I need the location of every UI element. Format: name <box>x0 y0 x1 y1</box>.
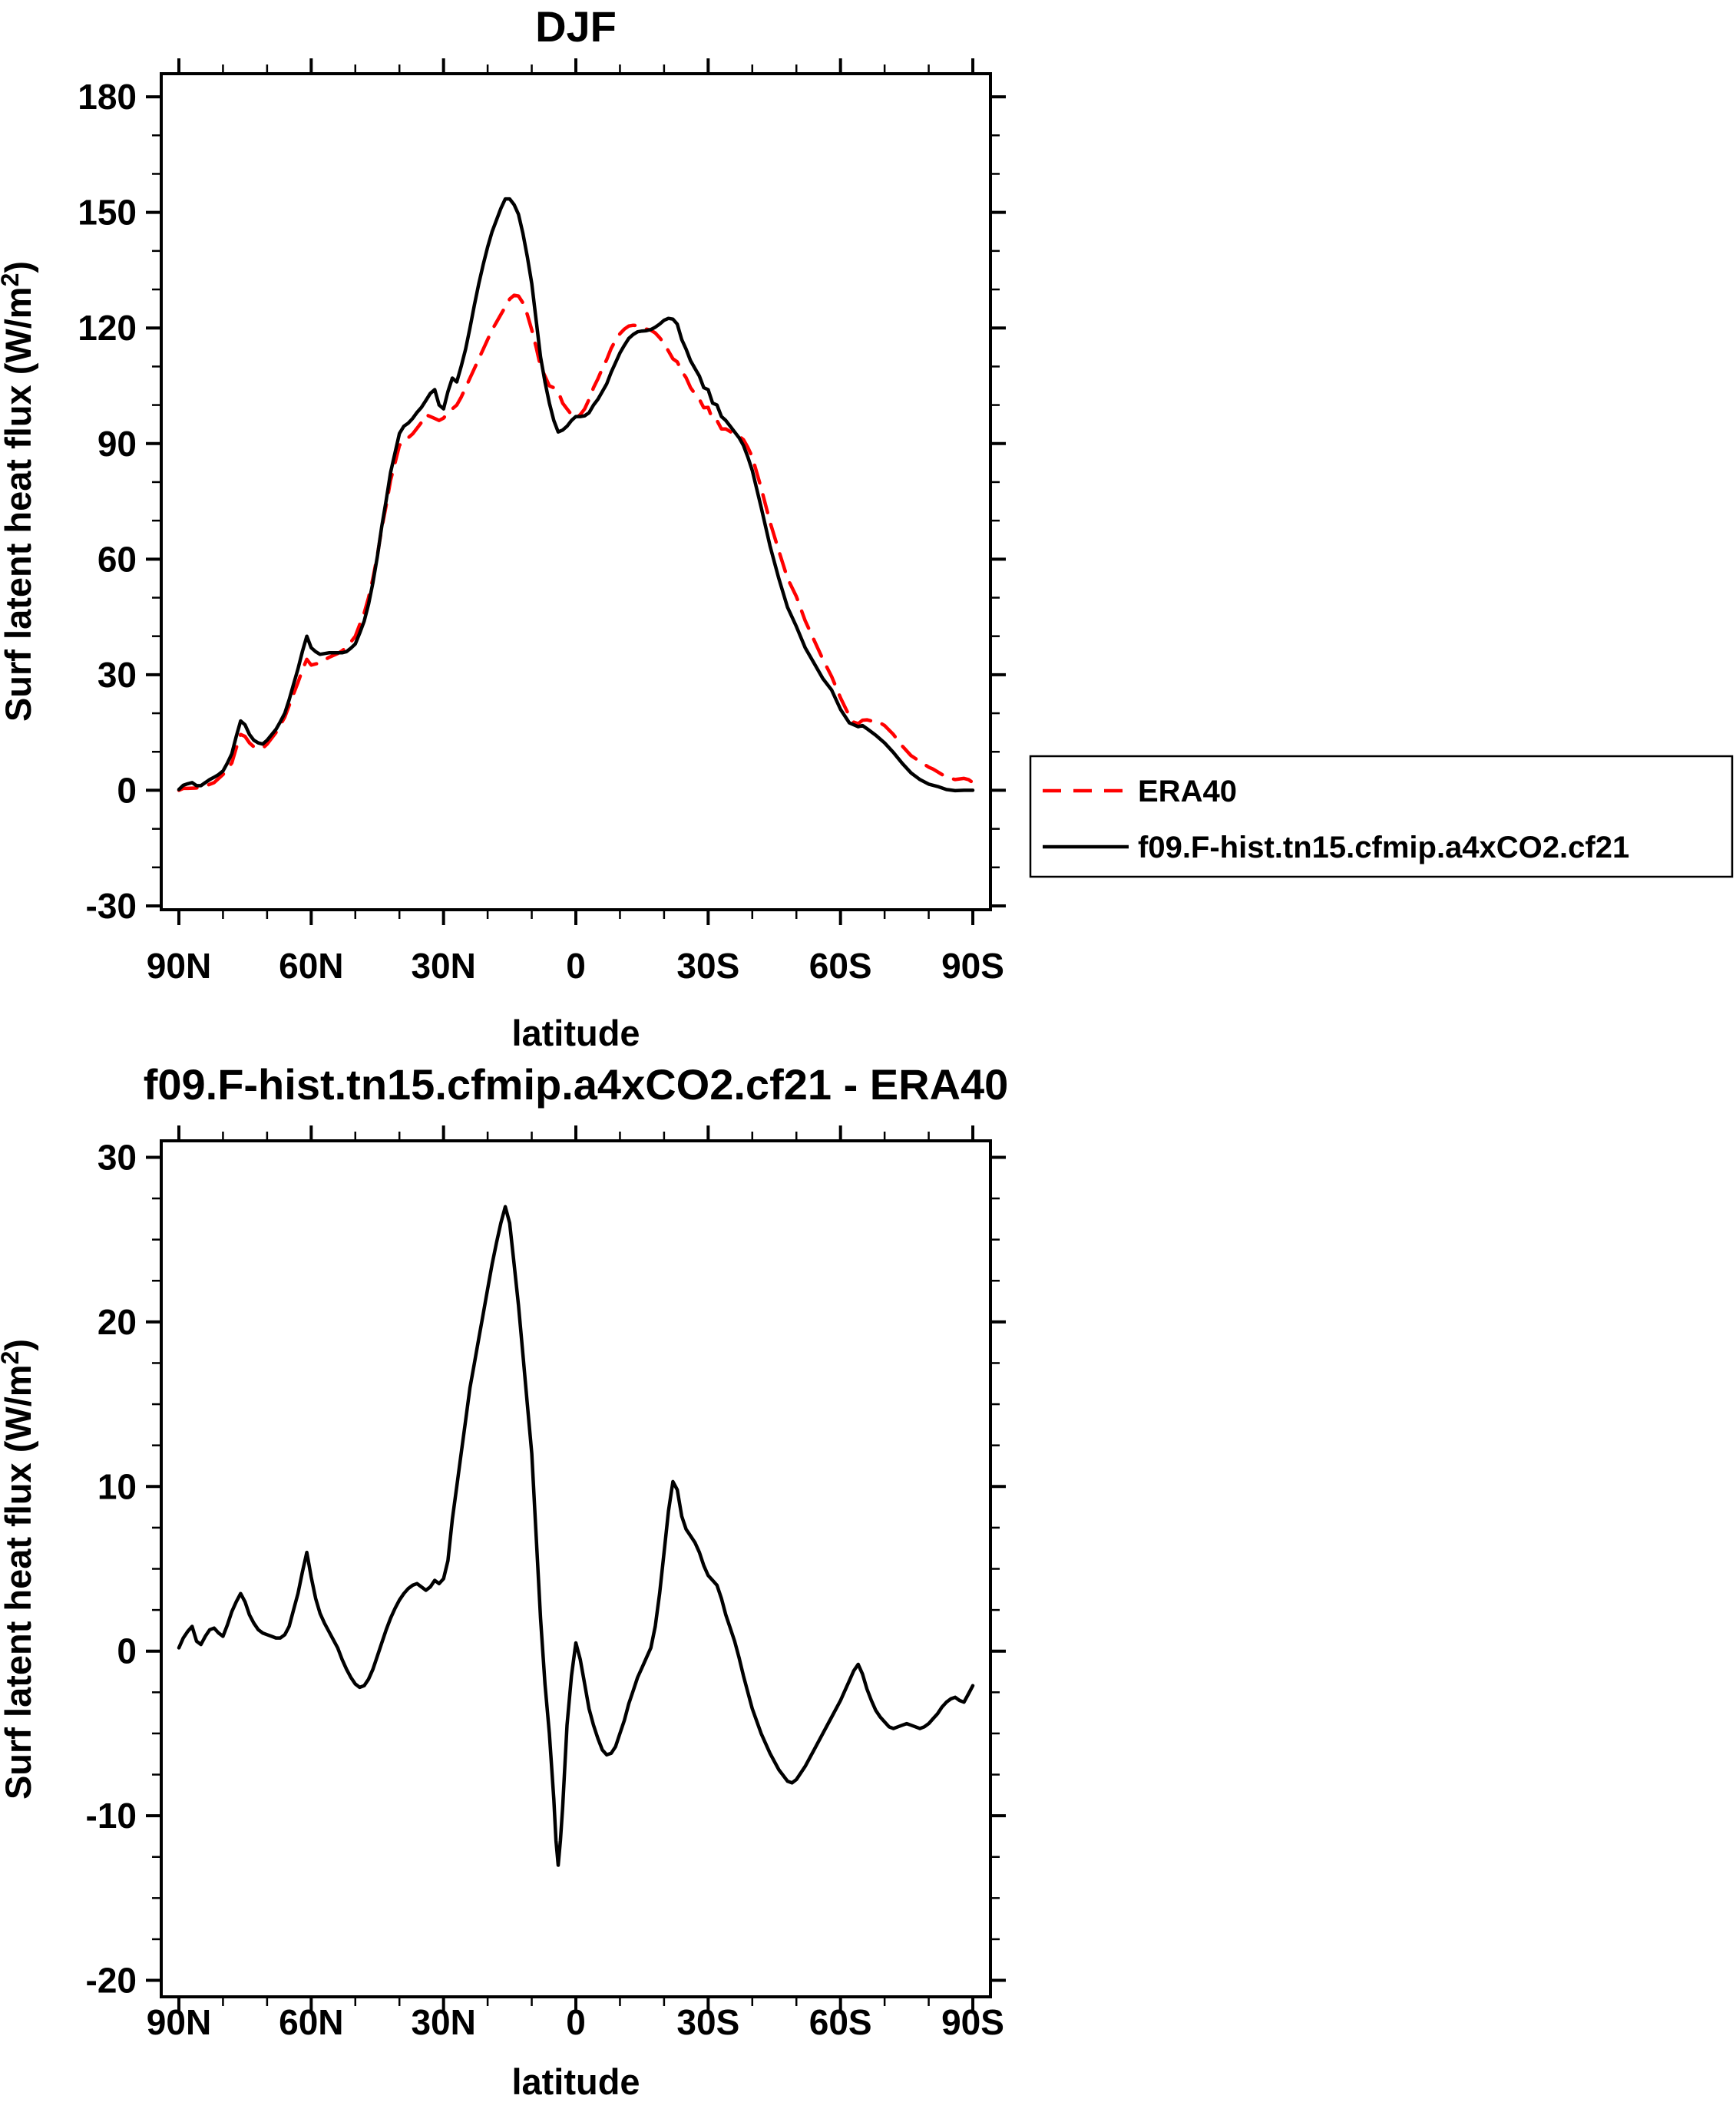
x-tick-label: 60N <box>279 2002 343 2042</box>
x-tick-label: 90N <box>147 2002 211 2042</box>
bottom-chart-ylabel: Surf latent heat flux (W/m2) <box>0 1339 38 1800</box>
y-tick-label: -30 <box>86 886 137 926</box>
y-tick-label: 0 <box>117 770 137 810</box>
x-tick-label: 60S <box>809 2002 872 2042</box>
plot-frame <box>160 1139 992 1998</box>
ylabel-text: Surf latent heat flux (W/m <box>0 1364 38 1800</box>
y-tick-label: 120 <box>78 308 137 348</box>
x-tick-label: 0 <box>566 2002 586 2042</box>
y-tick-label: -10 <box>86 1796 137 1836</box>
ylabel-text: Surf latent heat flux (W/m <box>0 286 38 722</box>
bottom-chart-title: f09.F-hist.tn15.cfmip.a4xCO2.cf21 - ERA4… <box>144 1060 1009 1109</box>
y-tick-label: 0 <box>117 1631 137 1671</box>
bottom-chart-xlabel: latitude <box>511 2061 640 2102</box>
x-tick-label: 90S <box>941 946 1004 986</box>
x-tick-label: 60N <box>279 946 343 986</box>
bottom-chart-plot-area: 90N 60N 30N 0 30S 60S 90S -20 -10 0 10 20 30 <box>86 1125 1006 2042</box>
ylabel-superscript: 2 <box>0 273 24 287</box>
x-tick-label: 90N <box>147 946 211 986</box>
y-tick-label: 150 <box>78 193 137 233</box>
top-chart-ylabel: Surf latent heat flux (W/m2) <box>0 261 38 722</box>
x-tick-label: 30S <box>676 2002 739 2042</box>
x-tick-label: 30S <box>676 946 739 986</box>
y-tick-label: 90 <box>98 424 137 464</box>
top-chart-xlabel: latitude <box>511 1013 640 1053</box>
top-chart-plot-area: 90N 60N 30N 0 30S 60S 90S -30 0 30 60 90 120 150 180 <box>78 58 1006 986</box>
legend-label-era40: ERA40 <box>1138 775 1237 808</box>
x-tick-label: 30N <box>411 2002 475 2042</box>
y-tick-label: 20 <box>98 1302 137 1342</box>
plot-frame <box>160 72 992 911</box>
legend-box <box>1029 755 1734 878</box>
series-line-model <box>177 1205 975 1867</box>
legend-label-model: f09.F-hist.tn15.cfmip.a4xCO2.cf21 <box>1138 831 1629 864</box>
x-tick-label: 60S <box>809 946 872 986</box>
y-tick-label: 60 <box>98 539 137 579</box>
y-tick-label: 30 <box>98 1137 137 1177</box>
top-chart-title: DJF <box>535 2 617 51</box>
y-tick-label: 30 <box>98 655 137 695</box>
legend: ERA40 f09.F-hist.tn15.cfmip.a4xCO2.cf21 <box>1029 755 1734 878</box>
series-line-era40 <box>177 293 975 792</box>
x-tick-label: 30N <box>411 946 475 986</box>
y-tick-label: 180 <box>78 77 137 117</box>
ylabel-close-paren: ) <box>0 261 38 273</box>
y-tick-label: 10 <box>98 1466 137 1506</box>
series-line-model <box>177 197 975 793</box>
ylabel-superscript: 2 <box>0 1351 24 1365</box>
y-tick-label: -20 <box>86 1961 137 2001</box>
x-tick-label: 0 <box>566 946 586 986</box>
ylabel-close-paren: ) <box>0 1339 38 1351</box>
x-tick-label: 90S <box>941 2002 1004 2042</box>
